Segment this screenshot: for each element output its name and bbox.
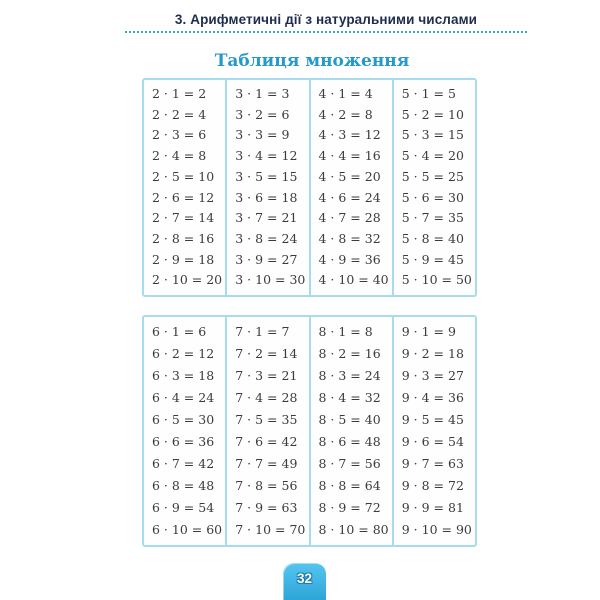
equation: 3 · 8 = 24 [235, 230, 298, 246]
equation: 2 · 8 = 16 [152, 230, 215, 246]
equation: 8 · 9 = 72 [318, 499, 381, 515]
equation: 4 · 2 = 8 [318, 106, 373, 122]
equation: 4 · 10 = 40 [318, 272, 389, 288]
equation: 2 · 9 = 18 [152, 251, 215, 267]
equation: 2 · 3 = 6 [152, 127, 207, 143]
equation: 2 · 10 = 20 [152, 272, 223, 288]
equation: 6 · 7 = 42 [152, 455, 215, 471]
equation: 3 · 7 = 21 [235, 210, 298, 226]
equation: 4 · 3 = 12 [318, 127, 381, 143]
equation: 8 · 2 = 16 [318, 345, 381, 361]
equation: 6 · 3 = 18 [152, 367, 215, 383]
equation: 4 · 8 = 32 [318, 230, 381, 246]
equation: 7 · 8 = 56 [235, 477, 298, 493]
multiplication-table-6-to-9: 6 · 1 = 6 6 · 2 = 12 6 · 3 = 18 6 · 4 = 24 6… [142, 315, 477, 547]
equation: 9 · 10 = 90 [401, 521, 472, 537]
equation: 9 · 8 = 72 [401, 477, 464, 493]
equation: 8 · 4 = 32 [318, 389, 381, 405]
equation: 7 · 3 = 21 [235, 367, 298, 383]
equation: 9 · 2 = 18 [401, 345, 464, 361]
equation: 4 · 4 = 16 [318, 148, 381, 164]
equation: 3 · 3 = 9 [235, 127, 290, 143]
equation: 5 · 1 = 5 [401, 86, 456, 102]
equation: 8 · 6 = 48 [318, 433, 381, 449]
equation: 6 · 4 = 24 [152, 389, 215, 405]
equation: 7 · 10 = 70 [235, 521, 306, 537]
equation: 6 · 5 = 30 [152, 411, 215, 427]
equation: 7 · 5 = 35 [235, 411, 298, 427]
equation: 8 · 10 = 80 [318, 521, 389, 537]
equation: 4 · 5 = 20 [318, 168, 381, 184]
equation: 5 · 2 = 10 [401, 106, 464, 122]
equation: 3 · 9 = 27 [235, 251, 298, 267]
equation: 2 · 4 = 8 [152, 148, 207, 164]
equation: 5 · 10 = 50 [401, 272, 472, 288]
equation: 2 · 1 = 2 [152, 86, 207, 102]
equation: 9 · 6 = 54 [401, 433, 464, 449]
equation: 8 · 8 = 64 [318, 477, 381, 493]
equation: 9 · 7 = 63 [401, 455, 464, 471]
equation: 3 · 10 = 30 [235, 272, 306, 288]
equation: 5 · 4 = 20 [401, 148, 464, 164]
equation: 5 · 6 = 30 [401, 189, 464, 205]
equation: 3 · 2 = 6 [235, 106, 290, 122]
equation: 5 · 3 = 15 [401, 127, 464, 143]
equation: 4 · 1 = 4 [318, 86, 373, 102]
equation: 6 · 2 = 12 [152, 345, 215, 361]
equation: 4 · 9 = 36 [318, 251, 381, 267]
equation: 9 · 3 = 27 [401, 367, 464, 383]
multiplication-column-2: 2 · 1 = 2 2 · 2 = 4 2 · 3 = 6 2 · 4 = 8 2 · … [144, 80, 228, 295]
multiplication-column-7: 7 · 1 = 7 7 · 2 = 14 7 · 3 = 21 7 · 4 = 28 7… [227, 317, 311, 545]
equation: 2 · 6 = 12 [152, 189, 215, 205]
equation: 7 · 6 = 42 [235, 433, 298, 449]
equation: 6 · 1 = 6 [152, 323, 207, 339]
equation: 6 · 10 = 60 [152, 521, 223, 537]
dotted-divider [125, 24, 527, 33]
equation: 6 · 6 = 36 [152, 433, 215, 449]
equation: 3 · 4 = 12 [235, 148, 298, 164]
equation: 9 · 4 = 36 [401, 389, 464, 405]
multiplication-table-2-to-5: 2 · 1 = 2 2 · 2 = 4 2 · 3 = 6 2 · 4 = 8 2 · … [142, 78, 477, 297]
page-number-badge: 32 [283, 563, 326, 600]
equation: 8 · 1 = 8 [318, 323, 373, 339]
equation: 2 · 5 = 10 [152, 168, 215, 184]
multiplication-column-4: 4 · 1 = 4 4 · 2 = 8 4 · 3 = 12 4 · 4 = 16 4 … [311, 80, 394, 295]
equation: 3 · 6 = 18 [235, 189, 298, 205]
equation: 5 · 9 = 45 [401, 251, 464, 267]
equation: 5 · 7 = 35 [401, 210, 464, 226]
multiplication-column-8: 8 · 1 = 8 8 · 2 = 16 8 · 3 = 24 8 · 4 = 32 8… [311, 317, 394, 545]
multiplication-column-3: 3 · 1 = 3 3 · 2 = 6 3 · 3 = 9 3 · 4 = 12 3 ·… [227, 80, 311, 295]
equation: 5 · 5 = 25 [401, 168, 464, 184]
equation: 3 · 1 = 3 [235, 86, 290, 102]
equation: 8 · 5 = 40 [318, 411, 381, 427]
equation: 3 · 5 = 15 [235, 168, 298, 184]
page-number: 32 [296, 571, 313, 586]
equation: 7 · 9 = 63 [235, 499, 298, 515]
equation: 7 · 1 = 7 [235, 323, 290, 339]
multiplication-column-6: 6 · 1 = 6 6 · 2 = 12 6 · 3 = 18 6 · 4 = 24 6… [144, 317, 228, 545]
multiplication-column-9: 9 · 1 = 9 9 · 2 = 18 9 · 3 = 27 9 · 4 = 36 9… [394, 317, 475, 545]
equation: 8 · 3 = 24 [318, 367, 381, 383]
equation: 5 · 8 = 40 [401, 230, 464, 246]
page-title: Таблиця множення [214, 51, 410, 71]
equation: 4 · 7 = 28 [318, 210, 381, 226]
equation: 8 · 7 = 56 [318, 455, 381, 471]
equation: 7 · 7 = 49 [235, 455, 298, 471]
equation: 2 · 7 = 14 [152, 210, 215, 226]
equation: 4 · 6 = 24 [318, 189, 381, 205]
equation: 9 · 9 = 81 [401, 499, 464, 515]
multiplication-column-5: 5 · 1 = 5 5 · 2 = 10 5 · 3 = 15 5 · 4 = 20 5… [394, 80, 475, 295]
equation: 6 · 9 = 54 [152, 499, 215, 515]
equation: 9 · 1 = 9 [401, 323, 456, 339]
equation: 2 · 2 = 4 [152, 106, 207, 122]
equation: 6 · 8 = 48 [152, 477, 215, 493]
equation: 7 · 4 = 28 [235, 389, 298, 405]
equation: 7 · 2 = 14 [235, 345, 298, 361]
equation: 9 · 5 = 45 [401, 411, 464, 427]
chapter-header: 3. Арифметичні дії з натуральними числам… [174, 12, 478, 27]
